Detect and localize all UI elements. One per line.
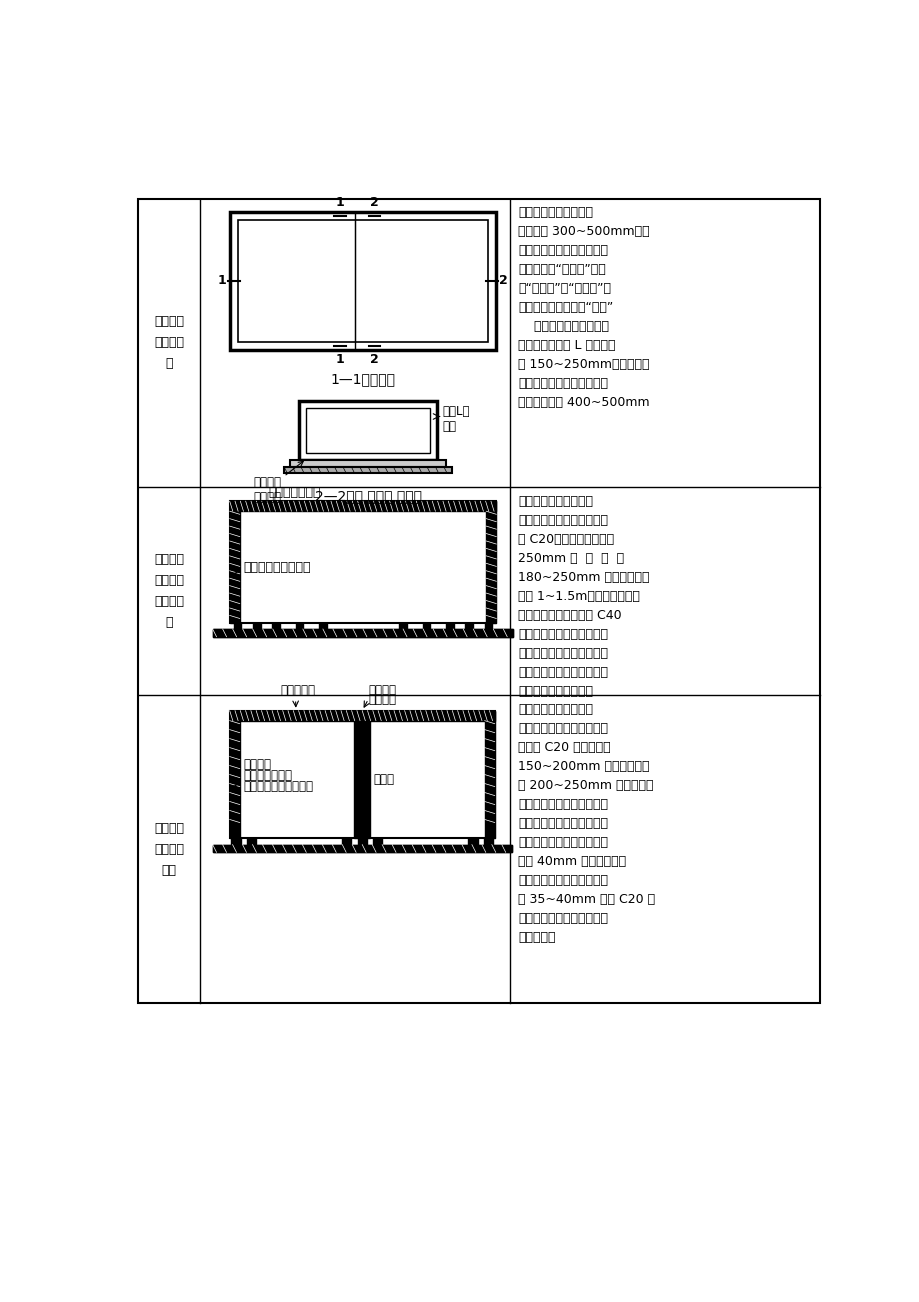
Text: 1—1全部现浇: 1—1全部现浇: [330, 372, 395, 385]
Text: 预制曲梁: 预制曲梁: [368, 684, 396, 697]
Polygon shape: [468, 838, 477, 845]
Text: 现浇鑉筋混凝土: 现浇鑉筋混凝土: [268, 486, 321, 499]
Polygon shape: [246, 838, 255, 845]
Text: 2—2池壁,顶预制,底现浇: 2—2池壁,顶预制,底现浇: [314, 490, 421, 504]
Polygon shape: [295, 622, 303, 629]
Text: 全现浇矩形水池池壁厘
度一般为 300~500mm，池
身较长时，应配置温度应力
钉筋，设置“后浇缝”，增
加“滑动层”和“压缩层”，
在容易开裂部位设置“暗梁: 全现浇矩形水池池壁厘 度一般为 300~500mm，池 身较长时，应配置温度应力…: [517, 206, 649, 409]
Text: 预制平板: 预制平板: [368, 693, 396, 706]
Text: 预应力钉
筋混凝土
水池: 预应力钉 筋混凝土 水池: [154, 822, 184, 876]
Text: 钉筋混凝
土预制装
配圆形水
池: 钉筋混凝 土预制装 配圆形水 池: [154, 553, 184, 629]
Polygon shape: [319, 622, 326, 629]
Text: 2: 2: [369, 195, 379, 208]
Polygon shape: [484, 711, 494, 838]
Bar: [230, 711, 494, 838]
Text: 接头灌缝
现浇底板: 接头灌缝 现浇底板: [253, 461, 303, 504]
Text: 2: 2: [369, 353, 379, 366]
Bar: [138, 199, 820, 1004]
Polygon shape: [486, 501, 495, 622]
Bar: [306, 408, 429, 453]
Polygon shape: [233, 622, 241, 629]
Polygon shape: [354, 720, 369, 838]
Polygon shape: [212, 845, 511, 853]
Polygon shape: [465, 622, 472, 629]
Text: 水池底板及壁槽为现浇
钉筋混凝土，强度等级不低
于 C20。壁槽深度一般为
250mm ，  池  壁  为
180~250mm 厘的预制板，
宽度 1~1.5: 水池底板及壁槽为现浇 钉筋混凝土，强度等级不低 于 C20。壁槽深度一般为 25…: [517, 495, 649, 698]
Text: 1: 1: [335, 353, 344, 366]
Polygon shape: [231, 838, 240, 845]
Polygon shape: [272, 622, 279, 629]
Polygon shape: [422, 622, 430, 629]
Polygon shape: [484, 622, 492, 629]
Polygon shape: [357, 838, 367, 845]
Polygon shape: [212, 629, 513, 637]
Bar: [230, 212, 495, 350]
Polygon shape: [446, 622, 453, 629]
Bar: [212, 629, 513, 637]
Text: 环向预应力鑉丝: 环向预应力鑉丝: [244, 768, 292, 781]
Text: 预应力鑉筋混凝土壁板: 预应力鑉筋混凝土壁板: [244, 780, 313, 793]
Polygon shape: [230, 501, 240, 622]
Text: 水池底板及壁槽为现浇
鑉筋混凝土，强度等级一般
不低于 C20 。池壁可用
150~200mm 厘的预应力板
或 200~250mm 厘的非预应
力板，池顶构造: 水池底板及壁槽为现浇 鑉筋混凝土，强度等级一般 不低于 C20 。池壁可用 15…: [517, 703, 654, 944]
Polygon shape: [230, 711, 240, 838]
Text: 压力噴浆: 压力噴浆: [244, 758, 271, 771]
Polygon shape: [253, 622, 260, 629]
Bar: [289, 461, 446, 466]
Text: 2: 2: [499, 275, 507, 288]
Polygon shape: [373, 838, 382, 845]
Bar: [212, 845, 511, 853]
Polygon shape: [342, 838, 351, 845]
Polygon shape: [399, 622, 407, 629]
Polygon shape: [230, 711, 494, 720]
Polygon shape: [483, 838, 493, 845]
Bar: [299, 401, 437, 461]
Bar: [238, 220, 487, 342]
Bar: [230, 501, 495, 622]
Text: 预制鑉筋混凝土壁板: 预制鑉筋混凝土壁板: [244, 561, 311, 574]
Text: 钉筋混凝
土矩形水
池: 钉筋混凝 土矩形水 池: [154, 315, 184, 371]
Text: 预制柱: 预制柱: [373, 773, 394, 786]
Text: 预制L形
壁板: 预制L形 壁板: [442, 405, 470, 434]
Text: 预制山形板: 预制山形板: [279, 684, 314, 697]
Text: 1: 1: [335, 195, 344, 208]
Bar: [284, 466, 451, 473]
Text: 1: 1: [218, 275, 226, 288]
